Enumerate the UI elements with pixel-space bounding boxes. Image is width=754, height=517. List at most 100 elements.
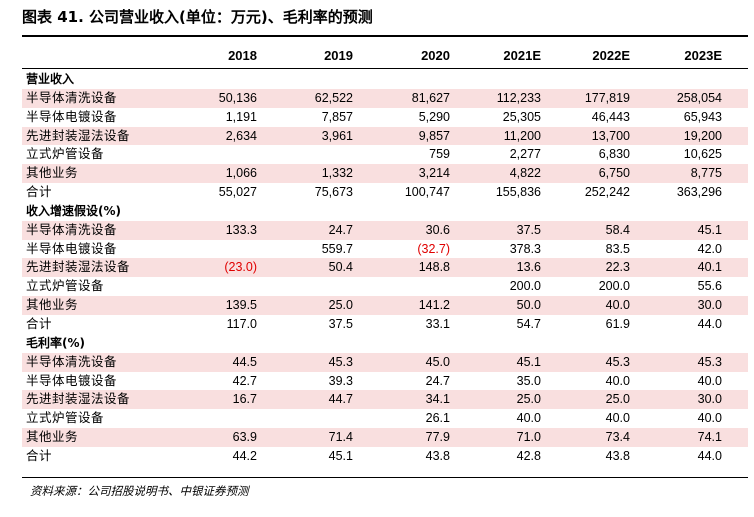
- section-header-row: 收入增速假设(%): [22, 202, 748, 221]
- row-label: 立式炉管设备: [26, 146, 105, 162]
- table-cell: 55.6: [697, 279, 722, 294]
- table-cell: 44.7: [328, 392, 353, 407]
- row-label: 合计: [26, 447, 53, 463]
- table-cell: 45.1: [328, 448, 353, 463]
- table-row: 合计 44.2 45.1 43.8 42.8 43.8 44.0: [22, 447, 748, 466]
- row-label: 半导体清洗设备: [26, 221, 118, 237]
- table-cell: 25.0: [605, 392, 630, 407]
- table-cell: 37.5: [328, 316, 353, 331]
- table-cell: 33.1: [425, 316, 450, 331]
- table-cell: 19,200: [683, 128, 722, 143]
- table-cell: 40.0: [697, 411, 722, 426]
- table-cell: 378.3: [509, 241, 541, 256]
- column-header: 2020: [421, 48, 450, 63]
- table-row: 先进封装湿法设备 16.7 44.7 34.1 25.0 25.0 30.0: [22, 390, 748, 410]
- table-cell: 34.1: [425, 392, 450, 407]
- table-cell: 148.8: [418, 260, 450, 275]
- table-cell: 13.6: [516, 260, 541, 275]
- table-cell: 30.0: [697, 392, 722, 407]
- table-cell: 10,625: [683, 147, 722, 162]
- title-rule: [22, 35, 748, 37]
- row-label: 半导体清洗设备: [26, 89, 118, 105]
- table-cell: 62,522: [314, 90, 353, 105]
- table-cell: 71.0: [516, 430, 541, 445]
- table-cell: 1,066: [225, 166, 257, 181]
- table-cell: 45.0: [425, 354, 450, 369]
- table-cell: 54.7: [516, 316, 541, 331]
- table-row: 立式炉管设备 26.1 40.0 40.0 40.0: [22, 409, 748, 428]
- row-label: 其他业务: [26, 165, 79, 181]
- table-cell: 74.1: [697, 430, 722, 445]
- table-cell: 141.2: [418, 298, 450, 313]
- table-cell: 11,200: [503, 128, 541, 143]
- table-body: 营业收入 半导体清洗设备 50,136 62,522 81,627 112,233 177,…: [22, 70, 748, 466]
- header-rule: [22, 68, 748, 69]
- table-cell: 25.0: [516, 392, 541, 407]
- table-cell: 46,443: [591, 109, 630, 124]
- table-row: 半导体电镀设备 559.7 (32.7) 378.3 83.5 42.0: [22, 240, 748, 259]
- table-cell: 81,627: [411, 90, 450, 105]
- table-row: 半导体清洗设备 50,136 62,522 81,627 112,233 177,819 2…: [22, 88, 748, 108]
- table-cell: 44.0: [697, 316, 722, 331]
- table-cell: 50,136: [218, 90, 257, 105]
- row-label: 半导体电镀设备: [26, 108, 118, 124]
- table-cell: 4,822: [509, 166, 541, 181]
- table-row: 立式炉管设备 200.0 200.0 55.6: [22, 277, 748, 296]
- table-cell: (23.0): [224, 260, 257, 275]
- column-header: 2021E: [503, 48, 541, 63]
- table-cell: 58.4: [605, 222, 630, 237]
- table-row: 半导体电镀设备 1,191 7,857 5,290 25,305 46,443 65,943: [22, 108, 748, 127]
- table-row: 半导体电镀设备 42.7 39.3 24.7 35.0 40.0 40.0: [22, 372, 748, 391]
- table-cell: 3,214: [418, 166, 450, 181]
- table-cell: 6,750: [598, 166, 630, 181]
- table-cell: 43.8: [425, 448, 450, 463]
- table-cell: 45.1: [697, 222, 722, 237]
- table-cell: 65,943: [683, 109, 722, 124]
- table-cell: 22.3: [605, 260, 630, 275]
- table-cell: 26.1: [425, 411, 450, 426]
- table-row: 半导体清洗设备 44.5 45.3 45.0 45.1 45.3 45.3: [22, 352, 748, 372]
- row-label: 立式炉管设备: [26, 278, 105, 294]
- table-cell: 559.7: [321, 241, 353, 256]
- table-cell: 45.3: [328, 354, 353, 369]
- table-cell: 6,830: [598, 147, 630, 162]
- table-cell: 759: [429, 147, 450, 162]
- table-cell: 61.9: [605, 316, 630, 331]
- table-row: 先进封装湿法设备 2,634 3,961 9,857 11,200 13,700 19,20…: [22, 126, 748, 146]
- table-cell: 30.0: [697, 298, 722, 313]
- table-cell: 43.8: [605, 448, 630, 463]
- table-cell: 2,634: [225, 128, 257, 143]
- table-row: 其他业务 1,066 1,332 3,214 4,822 6,750 8,775: [22, 164, 748, 184]
- section-label: 收入增速假设(%): [26, 203, 121, 218]
- table-cell: 133.3: [225, 222, 257, 237]
- footer-rule: [22, 477, 748, 478]
- table-cell: 45.3: [605, 354, 630, 369]
- table-cell: 45.3: [697, 354, 722, 369]
- table-cell: 1,191: [225, 109, 257, 124]
- table-cell: 42.7: [232, 373, 257, 388]
- table-cell: 40.0: [697, 373, 722, 388]
- table-cell: 44.2: [232, 448, 257, 463]
- row-label: 先进封装湿法设备: [26, 127, 131, 143]
- section-label: 毛利率(%): [26, 335, 85, 350]
- table-cell: 7,857: [321, 109, 353, 124]
- table-cell: 16.7: [232, 392, 257, 407]
- column-header-row: 2018 2019 2020 2021E 2022E 2023E: [22, 44, 748, 68]
- source-note: 资料来源：公司招股说明书、中银证券预测: [30, 484, 249, 498]
- column-header: 2019: [324, 48, 353, 63]
- table-cell: 77.9: [425, 430, 450, 445]
- column-header: 2018: [228, 48, 257, 63]
- table-cell: 44.5: [232, 354, 257, 369]
- row-label: 半导体电镀设备: [26, 240, 118, 256]
- table-cell: 13,700: [591, 128, 630, 143]
- table-cell: 75,673: [314, 185, 353, 200]
- row-label: 半导体清洗设备: [26, 353, 118, 369]
- table-cell: 9,857: [418, 128, 450, 143]
- table-cell: 40.0: [605, 411, 630, 426]
- table-cell: 117.0: [226, 316, 257, 331]
- table-cell: 40.1: [697, 260, 722, 275]
- table-cell: 55,027: [218, 185, 257, 200]
- row-label: 合计: [26, 184, 53, 200]
- table-cell: 8,775: [690, 166, 722, 181]
- table-row: 其他业务 139.5 25.0 141.2 50.0 40.0 30.0: [22, 296, 748, 315]
